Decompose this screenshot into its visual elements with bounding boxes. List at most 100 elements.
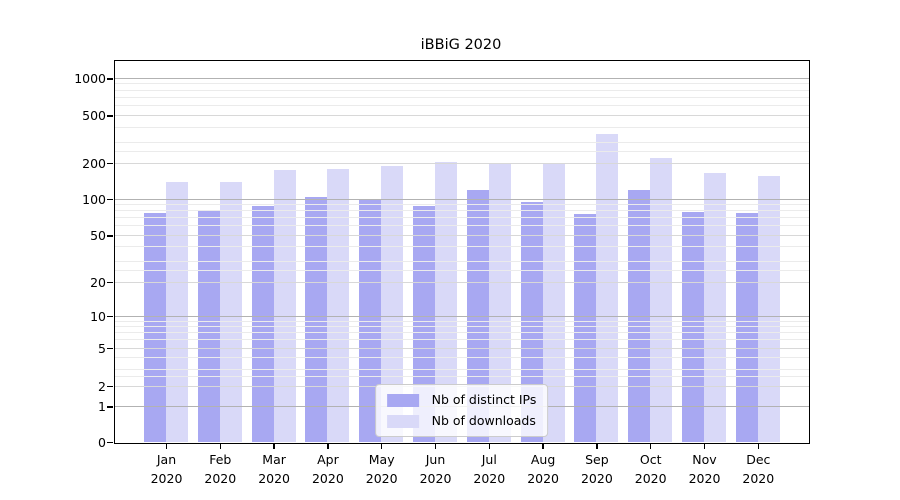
x-tick-label-feb: Feb 2020 <box>180 450 260 488</box>
y-tick-mark-5 <box>107 347 113 350</box>
x-tick-label-nov: Nov 2020 <box>665 450 745 488</box>
chart-title: iBBiG 2020 <box>420 37 502 53</box>
x-tick-month: Aug <box>530 452 556 467</box>
y-tick-label-200: 200 <box>82 155 106 171</box>
x-tick-label-jul: Jul 2020 <box>449 450 529 488</box>
y-tick-label-1000: 1000 <box>74 70 106 86</box>
y-tick-label-500: 500 <box>82 107 106 123</box>
x-tick-mark-feb <box>219 444 222 449</box>
bar-distinct-ips-jan <box>144 213 166 442</box>
x-tick-year: 2020 <box>688 471 721 486</box>
x-tick-mark-jan <box>165 444 168 449</box>
x-tick-year: 2020 <box>150 471 183 486</box>
x-tick-month: Sep <box>585 452 609 467</box>
x-tick-mark-nov <box>703 444 706 449</box>
y-tick-mark-0 <box>107 441 113 444</box>
bar-downloads-jul <box>488 163 511 442</box>
y-tick-mark-500 <box>107 115 113 117</box>
y-tick-label-2: 2 <box>98 378 106 394</box>
y-tick-mark-100 <box>107 198 113 201</box>
x-tick-label-jan: Jan 2020 <box>127 450 207 488</box>
x-tick-month: Mar <box>262 452 286 467</box>
y-tick-mark-200 <box>107 162 113 165</box>
x-tick-year: 2020 <box>204 471 237 486</box>
x-tick-label-jun: Jun 2020 <box>396 450 476 488</box>
legend: Nb of distinct IPs Nb of downloads <box>374 384 549 437</box>
legend-entry-distinct-ips: Nb of distinct IPs <box>386 392 537 408</box>
y-tick-mark-20 <box>107 281 113 284</box>
x-tick-month: Oct <box>639 452 662 467</box>
x-tick-month: Nov <box>692 452 717 467</box>
x-tick-mark-jul <box>488 444 491 449</box>
legend-entry-downloads: Nb of downloads <box>386 413 537 429</box>
x-tick-label-dec: Dec 2020 <box>718 450 798 488</box>
x-tick-mark-aug <box>542 444 544 449</box>
y-tick-label-20: 20 <box>90 274 106 290</box>
x-tick-year: 2020 <box>365 471 398 486</box>
x-tick-month: Apr <box>317 452 339 467</box>
bar-downloads-nov <box>704 173 726 442</box>
x-tick-label-may: May 2020 <box>342 450 422 488</box>
y-tick-label-1: 1 <box>98 399 106 415</box>
y-tick-label-0: 0 <box>98 434 106 450</box>
bar-downloads-sep <box>596 134 619 442</box>
bar-distinct-ips-sep <box>574 214 597 442</box>
x-tick-mark-apr <box>327 444 329 449</box>
legend-swatch-downloads <box>386 414 419 428</box>
x-tick-year: 2020 <box>311 471 344 486</box>
bar-downloads-oct <box>650 158 673 442</box>
legend-label-downloads: Nb of downloads <box>431 413 536 428</box>
bar-distinct-ips-nov <box>682 212 704 442</box>
x-tick-year: 2020 <box>473 471 506 486</box>
bar-downloads-aug <box>542 163 565 442</box>
y-tick-label-5: 5 <box>98 340 106 356</box>
bar-distinct-ips-apr <box>305 196 328 442</box>
bar-downloads-mar <box>273 170 296 442</box>
x-tick-label-apr: Apr 2020 <box>288 450 368 488</box>
bar-distinct-ips-feb <box>197 210 220 442</box>
x-tick-mark-mar <box>273 444 275 449</box>
x-tick-mark-oct <box>649 444 652 449</box>
bar-downloads-jan <box>166 181 188 442</box>
x-tick-mark-dec <box>757 444 760 449</box>
x-tick-label-aug: Aug 2020 <box>503 450 583 488</box>
y-tick-mark-1 <box>107 406 113 408</box>
x-tick-month: Feb <box>209 452 232 467</box>
x-tick-month: Jul <box>481 452 497 467</box>
bar-downloads-jun <box>435 161 457 442</box>
y-tick-label-50: 50 <box>90 227 106 243</box>
bar-distinct-ips-jun <box>413 205 435 442</box>
bar-downloads-feb <box>219 181 242 442</box>
plot-area: Nb of distinct IPs Nb of downloads <box>113 60 810 444</box>
bar-downloads-dec <box>757 176 780 442</box>
y-tick-label-100: 100 <box>82 191 106 207</box>
bar-distinct-ips-dec <box>735 212 758 442</box>
y-tick-mark-50 <box>107 235 113 237</box>
y-tick-mark-1000 <box>107 78 113 80</box>
x-tick-year: 2020 <box>580 471 613 486</box>
legend-label-distinct-ips: Nb of distinct IPs <box>431 392 537 407</box>
x-tick-year: 2020 <box>258 471 290 486</box>
x-tick-mark-may <box>380 444 383 449</box>
bar-downloads-apr <box>327 168 350 442</box>
bar-distinct-ips-mar <box>251 206 274 442</box>
x-tick-month: May <box>368 452 395 467</box>
x-tick-year: 2020 <box>419 471 452 486</box>
legend-swatch-distinct-ips <box>386 393 419 407</box>
bar-distinct-ips-oct <box>628 189 651 442</box>
y-tick-mark-2 <box>107 385 113 388</box>
y-tick-mark-10 <box>107 315 113 318</box>
x-tick-month: Jan <box>156 452 177 467</box>
x-tick-label-oct: Oct 2020 <box>611 450 691 488</box>
x-tick-year: 2020 <box>527 471 559 486</box>
x-tick-year: 2020 <box>634 471 667 486</box>
x-tick-month: Dec <box>746 452 771 467</box>
x-tick-label-mar: Mar 2020 <box>234 450 314 488</box>
x-tick-year: 2020 <box>742 471 775 486</box>
x-tick-label-sep: Sep 2020 <box>557 450 637 488</box>
x-tick-month: Jun <box>425 452 446 467</box>
y-tick-label-10: 10 <box>90 308 106 324</box>
x-tick-mark-jun <box>434 444 437 449</box>
x-tick-mark-sep <box>596 444 598 449</box>
